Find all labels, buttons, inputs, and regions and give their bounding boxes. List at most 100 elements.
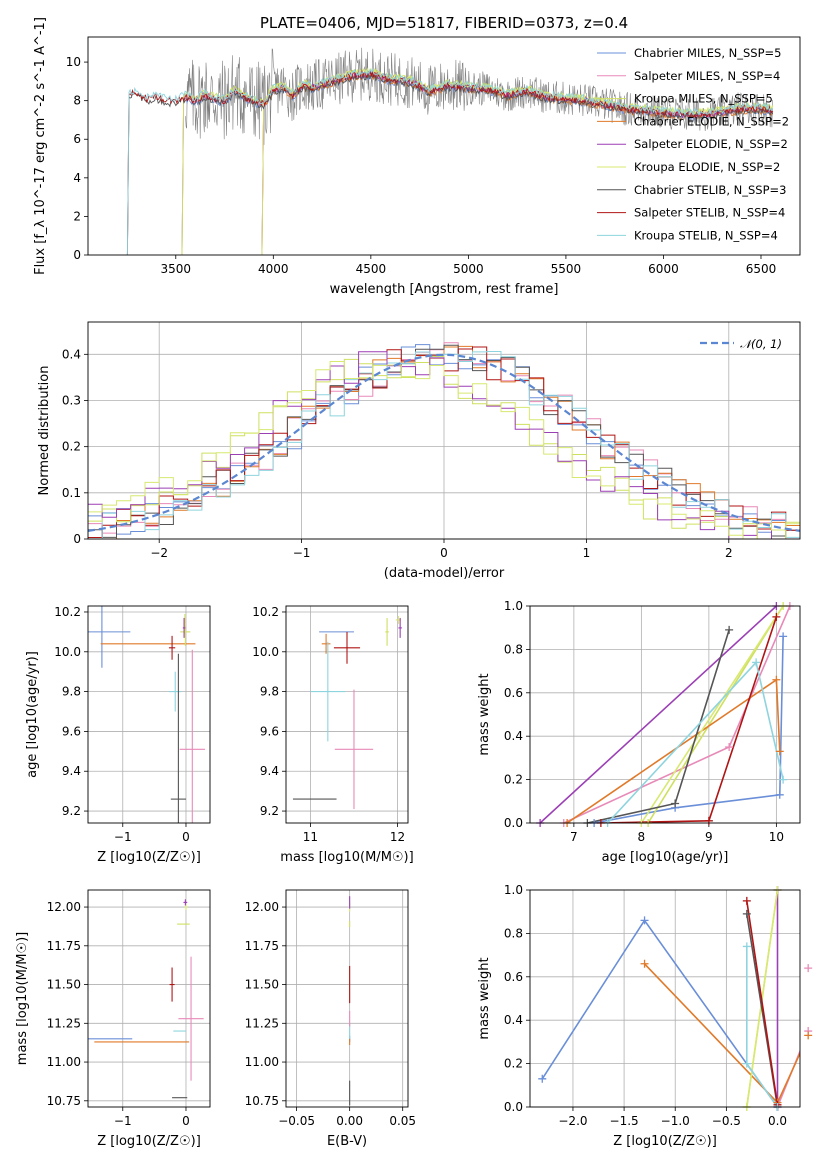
weight_vs_age-weight-line-7	[600, 616, 778, 823]
legend-label-5: Kroupa ELODIE, N_SSP=2	[634, 160, 780, 174]
weight_vs_age-ytick-label: 0.8	[504, 642, 523, 656]
model-line-8	[126, 67, 774, 255]
weight_vs_Z-weight-marker	[538, 1074, 547, 1083]
residuals-ytick-label: 0.4	[62, 347, 81, 361]
weight_vs_Z-ytick-label: 0.2	[504, 1057, 523, 1071]
weight_vs_Z-weight-marker	[804, 1031, 813, 1040]
weight_vs_age-ytick-label: 1.0	[504, 599, 523, 613]
mass_vs_ebv-ytick-label: 11.50	[245, 978, 279, 992]
mass_vs_ebv-xlabel: E(B-V)	[327, 1134, 367, 1149]
weight_vs_Z-axes: −2.0 −1.5 −1.0 −0.5 0.0 0.0 0.2 0.4 0.6 0.8 1.0 Z […	[477, 883, 813, 1149]
residuals-ylabel: Normed distribution	[37, 366, 52, 496]
spectrum-ylabel: Flux [f_λ 10^-17 erg cm^-2 s^-1 A^-1]	[33, 17, 48, 275]
age_vs_mass-ytick-label: 9.2	[260, 804, 279, 818]
age_vs_Z-xtick-label: 0	[182, 830, 190, 844]
mass_vs_ebv-xtick-label: −0.05	[278, 1114, 315, 1128]
weight_vs_age-xtick-label: 8	[638, 830, 646, 844]
weight_vs_Z-xlabel: Z [log10(Z/Z☉)]	[613, 1134, 717, 1149]
age_vs_Z-ytick-label: 9.2	[62, 804, 81, 818]
weight_vs_age-weight-line-4	[539, 606, 777, 823]
age_vs_Z-axes: −1 0 9.2 9.4 9.6 9.8 10.0 10.2 Z [log10(Z/Z☉)] ag…	[25, 605, 211, 865]
age_vs_Z-ytick-label: 10.0	[54, 645, 81, 659]
mass_vs_Z-frame	[87, 889, 211, 1108]
weight_vs_age-weight-marker	[772, 612, 781, 621]
weight_vs_Z-ytick-label: 0.4	[504, 1013, 523, 1027]
age_vs_mass-axes: 11 12 9.2 9.4 9.6 9.8 10.0 10.2 mass [log10(M/M☉…	[252, 605, 413, 865]
residuals-ytick-label: 0.2	[62, 440, 81, 454]
weight_vs_age-ylabel: mass weight	[477, 673, 492, 755]
mass_vs_Z-ytick-label: 10.75	[47, 1094, 81, 1108]
mass_vs_Z-ytick-label: 11.75	[47, 939, 81, 953]
weight_vs_age-weight-marker	[671, 799, 680, 808]
model-line-6	[126, 72, 774, 255]
weight_vs_age-ytick-label: 0.6	[504, 686, 523, 700]
weight_vs_age-weight-marker	[779, 775, 788, 784]
age_vs_mass-ytick-label: 9.8	[260, 685, 279, 699]
age_vs_Z-frame	[87, 605, 211, 824]
spectrum-frame	[87, 36, 801, 256]
spectrum-xtick-label: 6000	[648, 262, 679, 276]
spectrum-ytick-label: 0	[73, 248, 81, 262]
mass_vs_Z-xtick-label: 0	[182, 1114, 190, 1128]
mass_vs_Z-ytick-label: 11.25	[47, 1016, 81, 1030]
weight_vs_age-xlabel: age [log10(age/yr)]	[602, 850, 729, 865]
legend-label-2: Kroupa MILES, N_SSP=5	[634, 92, 773, 106]
weight_vs_Z-weight-line-1	[776, 1049, 800, 1107]
gaussian-legend-label: 𝒩(0, 1)	[740, 337, 782, 351]
residuals-ytick-label: 0	[73, 532, 81, 546]
weight_vs_Z-weight-marker	[742, 942, 751, 951]
weight_vs_age-weight-marker	[775, 790, 784, 799]
age_vs_Z-ytick-label: 9.6	[62, 724, 81, 738]
spectrum-ytick-label: 10	[66, 55, 81, 69]
weight_vs_age-weight-marker	[725, 625, 734, 634]
residuals-axes: −2 −1 0 1 2 0 0.1 0.2 0.3 0.4 (data-model)/error No…	[37, 321, 801, 581]
residuals-ytick-label: 0.3	[62, 393, 81, 407]
legend-label-1: Salpeter MILES, N_SSP=4	[634, 69, 780, 83]
residuals-xtick-label: 1	[583, 546, 591, 560]
spectrum-ytick-label: 6	[73, 132, 81, 146]
weight_vs_age-weight-line-0	[593, 636, 784, 823]
age_vs_Z-ytick-label: 10.2	[54, 605, 81, 619]
mass_vs_ebv-ytick-label: 11.00	[245, 1055, 279, 1069]
weight_vs_Z-ytick-label: 0.6	[504, 970, 523, 984]
weight_vs_Z-ytick-label: 1.0	[504, 883, 523, 897]
weight_vs_age-plot-area	[539, 606, 791, 823]
weight_vs_Z-weight-marker	[640, 916, 649, 925]
weight_vs_age-weight-marker	[779, 632, 788, 641]
weight_vs_age-ytick-label: 0.2	[504, 773, 523, 787]
age_vs_Z-ylabel: age [log10(age/yr)]	[25, 651, 40, 778]
spectrum-axes: 3500 4000 4500 5000 5500 6000 6500 0 2 4 6 8 10 wavel…	[33, 17, 801, 297]
weight_vs_age-frame	[529, 605, 801, 824]
gaussian-curve	[88, 353, 800, 532]
weight_vs_Z-weight-line-0	[541, 918, 779, 1107]
age_vs_mass-ytick-label: 9.6	[260, 724, 279, 738]
age_vs_Z-ytick-label: 9.4	[62, 764, 81, 778]
mass_vs_ebv-ytick-label: 11.25	[245, 1016, 279, 1030]
weight_vs_age-ytick-label: 0.0	[504, 816, 523, 830]
histogram-step-8	[88, 351, 800, 539]
weight_vs_Z-weight-marker	[742, 909, 751, 918]
mass_vs_ebv-ytick-label: 10.75	[245, 1094, 279, 1108]
weight_vs_age-xtick-label: 10	[769, 830, 784, 844]
weight_vs_age-weight-marker	[772, 675, 781, 684]
spectrum-xtick-label: 5500	[551, 262, 582, 276]
weight_vs_age-weight-marker	[704, 816, 713, 825]
spectrum-ytick-label: 4	[73, 171, 81, 185]
mass_vs_ebv-frame	[285, 889, 409, 1108]
legend-label-7: Salpeter STELIB, N_SSP=4	[634, 206, 785, 220]
age_vs_Z-plot-area	[88, 606, 205, 823]
weight_vs_age-weight-line-1	[563, 606, 791, 823]
spectrum-xtick-label: 4000	[258, 262, 289, 276]
weight_vs_Z-xtick-label: −1.0	[661, 1114, 690, 1128]
age_vs_mass-xlabel: mass [log10(M/M☉)]	[280, 850, 413, 865]
spectrum-xtick-label: 4500	[356, 262, 387, 276]
histogram-step-6	[88, 344, 800, 538]
mass_vs_ebv-xtick-label: 0.00	[336, 1114, 363, 1128]
weight_vs_Z-ytick-label: 0.8	[504, 926, 523, 940]
age_vs_Z-xlabel: Z [log10(Z/Z☉)]	[97, 850, 201, 865]
mass_vs_Z-ylabel: mass [log10(M/M☉)]	[15, 932, 30, 1065]
age_vs_mass-frame	[285, 605, 409, 824]
legend-label-8: Kroupa STELIB, N_SSP=4	[634, 228, 778, 242]
mass_vs_Z-ytick-label: 12.00	[47, 900, 81, 914]
residuals-xtick-label: −1	[293, 546, 311, 560]
